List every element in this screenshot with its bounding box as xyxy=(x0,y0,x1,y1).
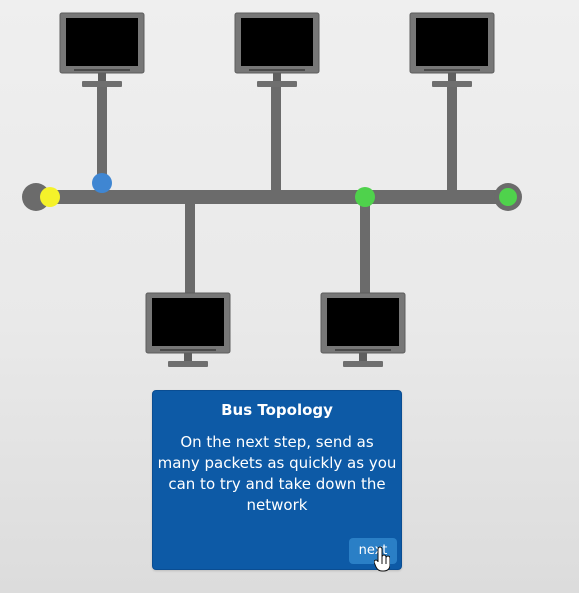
packet-blue xyxy=(92,173,112,193)
computer-top-1 xyxy=(59,12,145,87)
computer-top-3 xyxy=(409,12,495,87)
drop-line-top-1 xyxy=(97,86,107,192)
computer-bottom-1 xyxy=(145,292,231,367)
drop-line-bottom-1 xyxy=(185,202,195,294)
drop-line-bottom-2 xyxy=(360,202,370,294)
drop-line-top-2 xyxy=(271,86,281,192)
panel-title: Bus Topology xyxy=(221,401,333,419)
panel-body-text: On the next step, send as many packets a… xyxy=(157,433,397,514)
bus-backbone xyxy=(36,190,508,204)
computer-bottom-2 xyxy=(320,292,406,367)
drop-line-top-3 xyxy=(447,86,457,192)
computer-top-2 xyxy=(234,12,320,87)
info-panel: Bus Topology On the next step, send as m… xyxy=(152,390,402,570)
terminator-right-light xyxy=(499,188,517,206)
packet-green xyxy=(355,187,375,207)
next-button[interactable]: next xyxy=(349,538,397,564)
packet-yellow xyxy=(40,187,60,207)
